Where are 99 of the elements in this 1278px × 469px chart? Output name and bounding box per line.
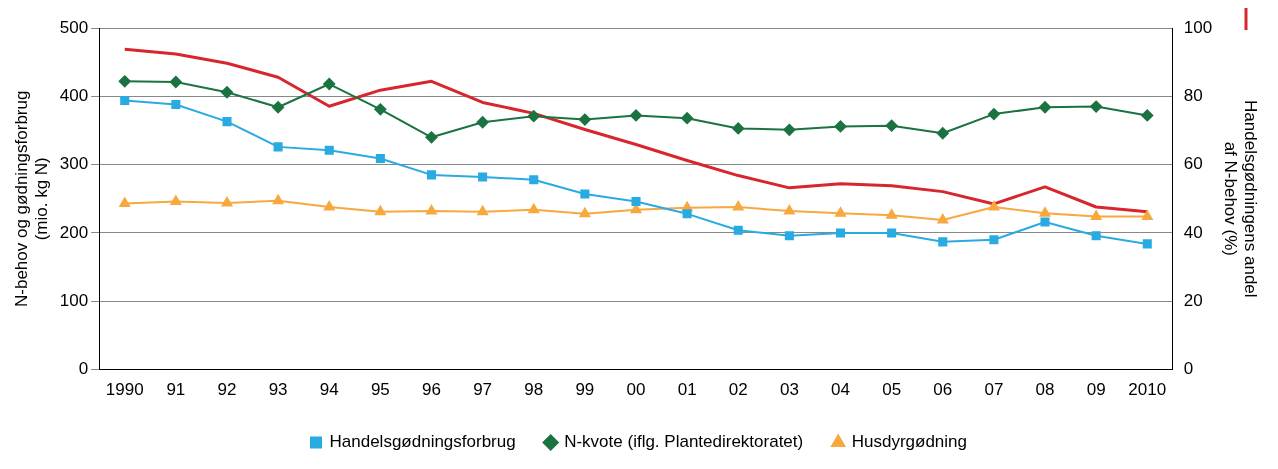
point <box>886 209 897 219</box>
point <box>936 127 949 140</box>
x-tick-label: 98 <box>524 380 544 400</box>
x-tick-label: 97 <box>473 380 493 400</box>
point <box>988 201 1000 211</box>
point <box>1142 239 1152 249</box>
point <box>476 116 489 129</box>
y2-tick-label: 60 <box>1183 154 1203 174</box>
point <box>221 196 233 207</box>
x-tick-label: 09 <box>1086 380 1106 400</box>
point <box>835 207 846 217</box>
y-tick-label: 100 <box>59 290 89 310</box>
point <box>375 153 385 164</box>
x-tick-label: 92 <box>217 380 237 400</box>
x-tick-label: 95 <box>370 380 390 400</box>
point <box>834 120 847 133</box>
y-tick-label: 400 <box>59 86 89 106</box>
point <box>578 113 591 126</box>
point <box>784 231 794 241</box>
y-tick-label: 500 <box>59 17 89 37</box>
x-tick-label: 02 <box>728 380 748 400</box>
x-tick-label: 91 <box>166 380 186 400</box>
point <box>938 237 948 247</box>
y2-tick-label: 80 <box>1183 86 1203 106</box>
x-tick-label: 99 <box>575 380 595 400</box>
y2-tick-label: 100 <box>1183 17 1213 37</box>
point <box>732 201 744 211</box>
point <box>426 205 437 215</box>
x-tick-label: 2010 <box>1128 380 1167 400</box>
point <box>1039 101 1052 114</box>
point <box>426 170 437 180</box>
point <box>323 78 336 91</box>
y2-tick-label: 20 <box>1183 290 1203 310</box>
point <box>118 75 131 88</box>
point <box>1039 207 1051 217</box>
x-tick-label: 04 <box>831 380 850 400</box>
point <box>169 75 182 88</box>
y2-tick-label: 40 <box>1183 222 1203 242</box>
point <box>989 235 999 245</box>
point <box>527 110 540 123</box>
x-tick-label: 00 <box>626 380 646 400</box>
point <box>784 205 795 215</box>
point <box>887 228 897 238</box>
point <box>1040 217 1050 227</box>
point <box>425 131 438 144</box>
point <box>783 123 796 136</box>
point <box>272 194 284 205</box>
point <box>1091 231 1101 241</box>
point <box>682 209 692 219</box>
point <box>170 195 182 206</box>
point <box>631 197 641 207</box>
point <box>119 197 131 208</box>
point <box>937 213 949 224</box>
point <box>120 95 130 105</box>
x-tick-label: 05 <box>882 380 902 400</box>
point <box>681 112 694 125</box>
point <box>273 142 283 152</box>
point <box>529 175 539 185</box>
y2-axis-title: Handelsgødningens andel af N-behov (%) <box>1220 100 1261 298</box>
x-tick-label: 07 <box>984 380 1004 400</box>
point <box>630 109 642 122</box>
y-axis-title: N-behov og gødningsforbrug (mio. kg N) <box>11 90 52 308</box>
legend-label: Husdyrgødning <box>851 432 967 452</box>
point <box>987 108 1000 121</box>
point <box>733 225 743 235</box>
y-tick-label: 0 <box>78 359 89 379</box>
legend-label: N-kvote (iflg. Plantedirektoratet) <box>564 432 804 452</box>
x-tick-label: 1990 <box>105 380 144 400</box>
point <box>374 103 387 116</box>
point <box>375 205 386 216</box>
point <box>580 189 590 199</box>
point <box>478 172 488 182</box>
x-tick-label: 93 <box>268 380 288 400</box>
point <box>579 207 591 218</box>
legend-label: Handelsgødningsforbrug <box>329 432 516 452</box>
x-tick-label: 03 <box>779 380 799 400</box>
y-tick-label: 300 <box>59 154 89 174</box>
point <box>885 119 898 132</box>
point <box>324 145 334 155</box>
point <box>220 86 233 99</box>
point <box>1090 210 1102 221</box>
point <box>835 228 846 238</box>
point <box>222 117 232 127</box>
x-tick-label: 96 <box>422 380 441 400</box>
point <box>477 205 488 216</box>
point <box>323 201 335 211</box>
y2-tick-label: 0 <box>1183 359 1194 379</box>
point <box>272 101 285 114</box>
point <box>528 203 540 214</box>
y-tick-label: 200 <box>59 222 89 242</box>
point <box>171 99 181 110</box>
x-tick-label: 94 <box>319 380 339 400</box>
point <box>1141 109 1154 122</box>
point <box>732 122 745 135</box>
x-tick-label: 01 <box>677 380 697 400</box>
point <box>1090 100 1103 113</box>
x-tick-label: 08 <box>1035 380 1055 400</box>
point <box>1141 210 1153 221</box>
x-tick-label: 06 <box>933 380 953 400</box>
